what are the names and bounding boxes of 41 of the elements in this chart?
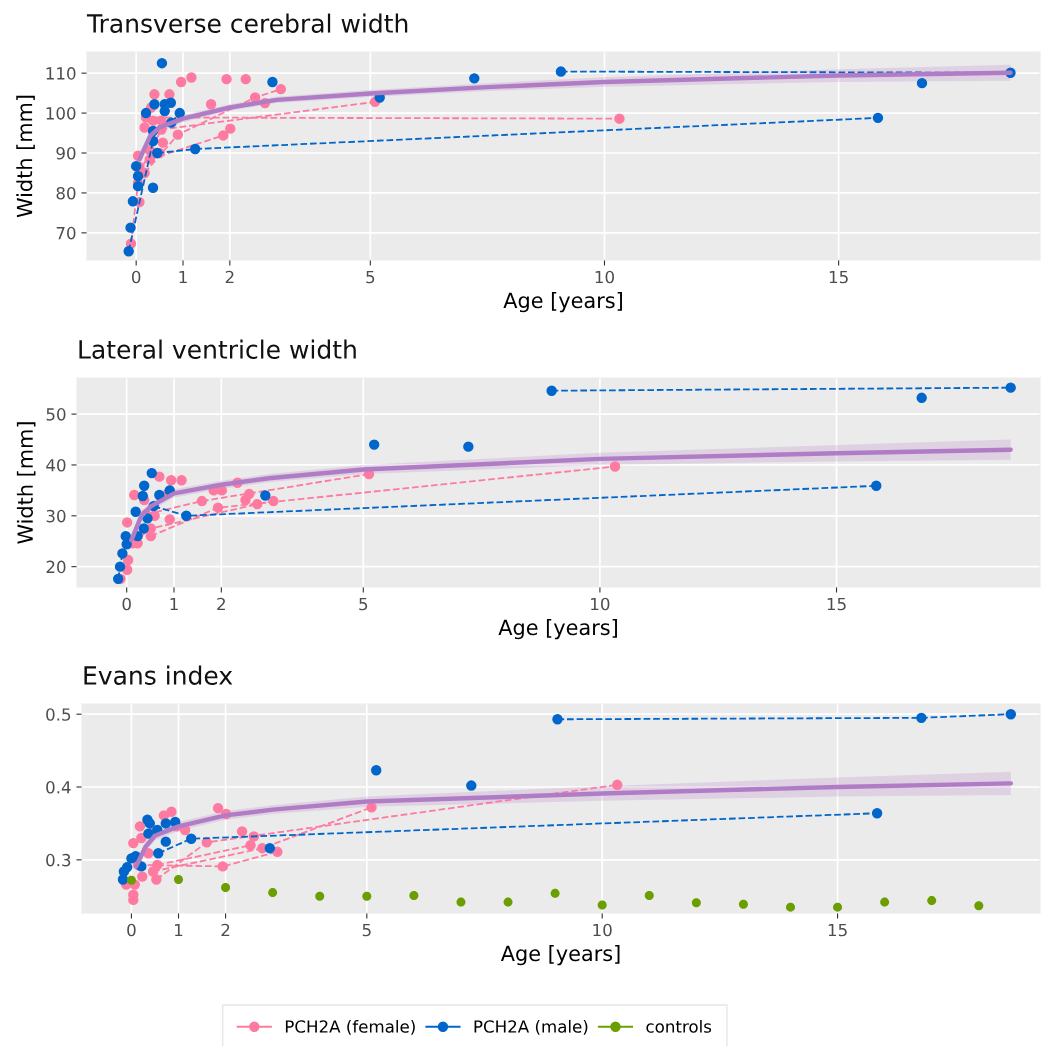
y-tick-label: 0.5 xyxy=(46,708,71,721)
y-tick-label: 50 xyxy=(46,408,66,421)
x-tick-label: 2 xyxy=(217,597,225,611)
x-tick-label: 0 xyxy=(122,597,131,611)
x-tick-label: 15 xyxy=(827,597,846,611)
y-tick-label: 80 xyxy=(56,186,76,200)
y-tick-label: 30 xyxy=(46,509,66,523)
x-tick-label: 10 xyxy=(591,597,610,611)
x-axis-title: Age [years] xyxy=(500,945,620,966)
x-tick-label: 15 xyxy=(828,923,847,937)
x-tick-label: 10 xyxy=(593,923,612,937)
y-tick-label: 100 xyxy=(46,107,76,120)
y-tick-label: 0.4 xyxy=(46,780,71,794)
x-axis-title: Age [years] xyxy=(498,619,617,640)
legend-label: PCH2A (female) xyxy=(285,1019,415,1035)
chart-title: Transverse cerebral width xyxy=(86,13,408,33)
x-tick-label: 10 xyxy=(595,270,614,284)
legend-label: controls xyxy=(646,1019,712,1033)
x-tick-label: 5 xyxy=(359,597,368,611)
chart-title: Lateral ventricle width xyxy=(79,339,356,359)
y-tick-label: 40 xyxy=(46,458,66,472)
x-tick-label: 1 xyxy=(179,270,187,284)
x-tick-label: 0 xyxy=(127,923,136,937)
x-tick-label: 2 xyxy=(221,923,230,937)
x-tick-label: 1 xyxy=(170,597,178,611)
y-axis-title: Width [mm] xyxy=(16,422,36,544)
chart-title: Evans index xyxy=(84,665,233,685)
y-tick-label: 0.3 xyxy=(46,853,71,867)
x-tick-label: 2 xyxy=(225,270,234,284)
y-axis-title: Width [mm] xyxy=(16,95,35,218)
legend-label: PCH2A (male) xyxy=(474,1019,588,1035)
y-tick-label: 70 xyxy=(56,226,76,240)
x-tick-label: 5 xyxy=(366,270,375,284)
x-tick-label: 5 xyxy=(362,923,371,937)
x-tick-label: 15 xyxy=(829,270,848,284)
y-tick-label: 90 xyxy=(56,146,76,160)
y-tick-label: 110 xyxy=(46,67,76,80)
x-axis-title: Age [years] xyxy=(503,292,622,313)
x-tick-label: 0 xyxy=(131,270,141,284)
y-tick-label: 20 xyxy=(46,560,66,574)
x-tick-label: 1 xyxy=(175,923,183,937)
